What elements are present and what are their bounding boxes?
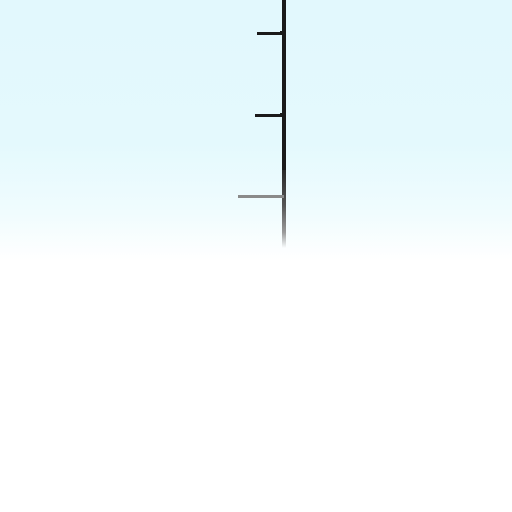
- branch-joint-top: [280, 31, 284, 35]
- vertical-stem-fading: [282, 170, 286, 248]
- branch-tick-middle: [255, 114, 284, 117]
- sky-gradient-region: [0, 0, 512, 260]
- branch-tick-top: [257, 32, 284, 35]
- branch-joint-middle: [280, 113, 284, 117]
- branch-tick-bottom: [238, 195, 284, 198]
- vertical-stem-upper: [282, 0, 286, 170]
